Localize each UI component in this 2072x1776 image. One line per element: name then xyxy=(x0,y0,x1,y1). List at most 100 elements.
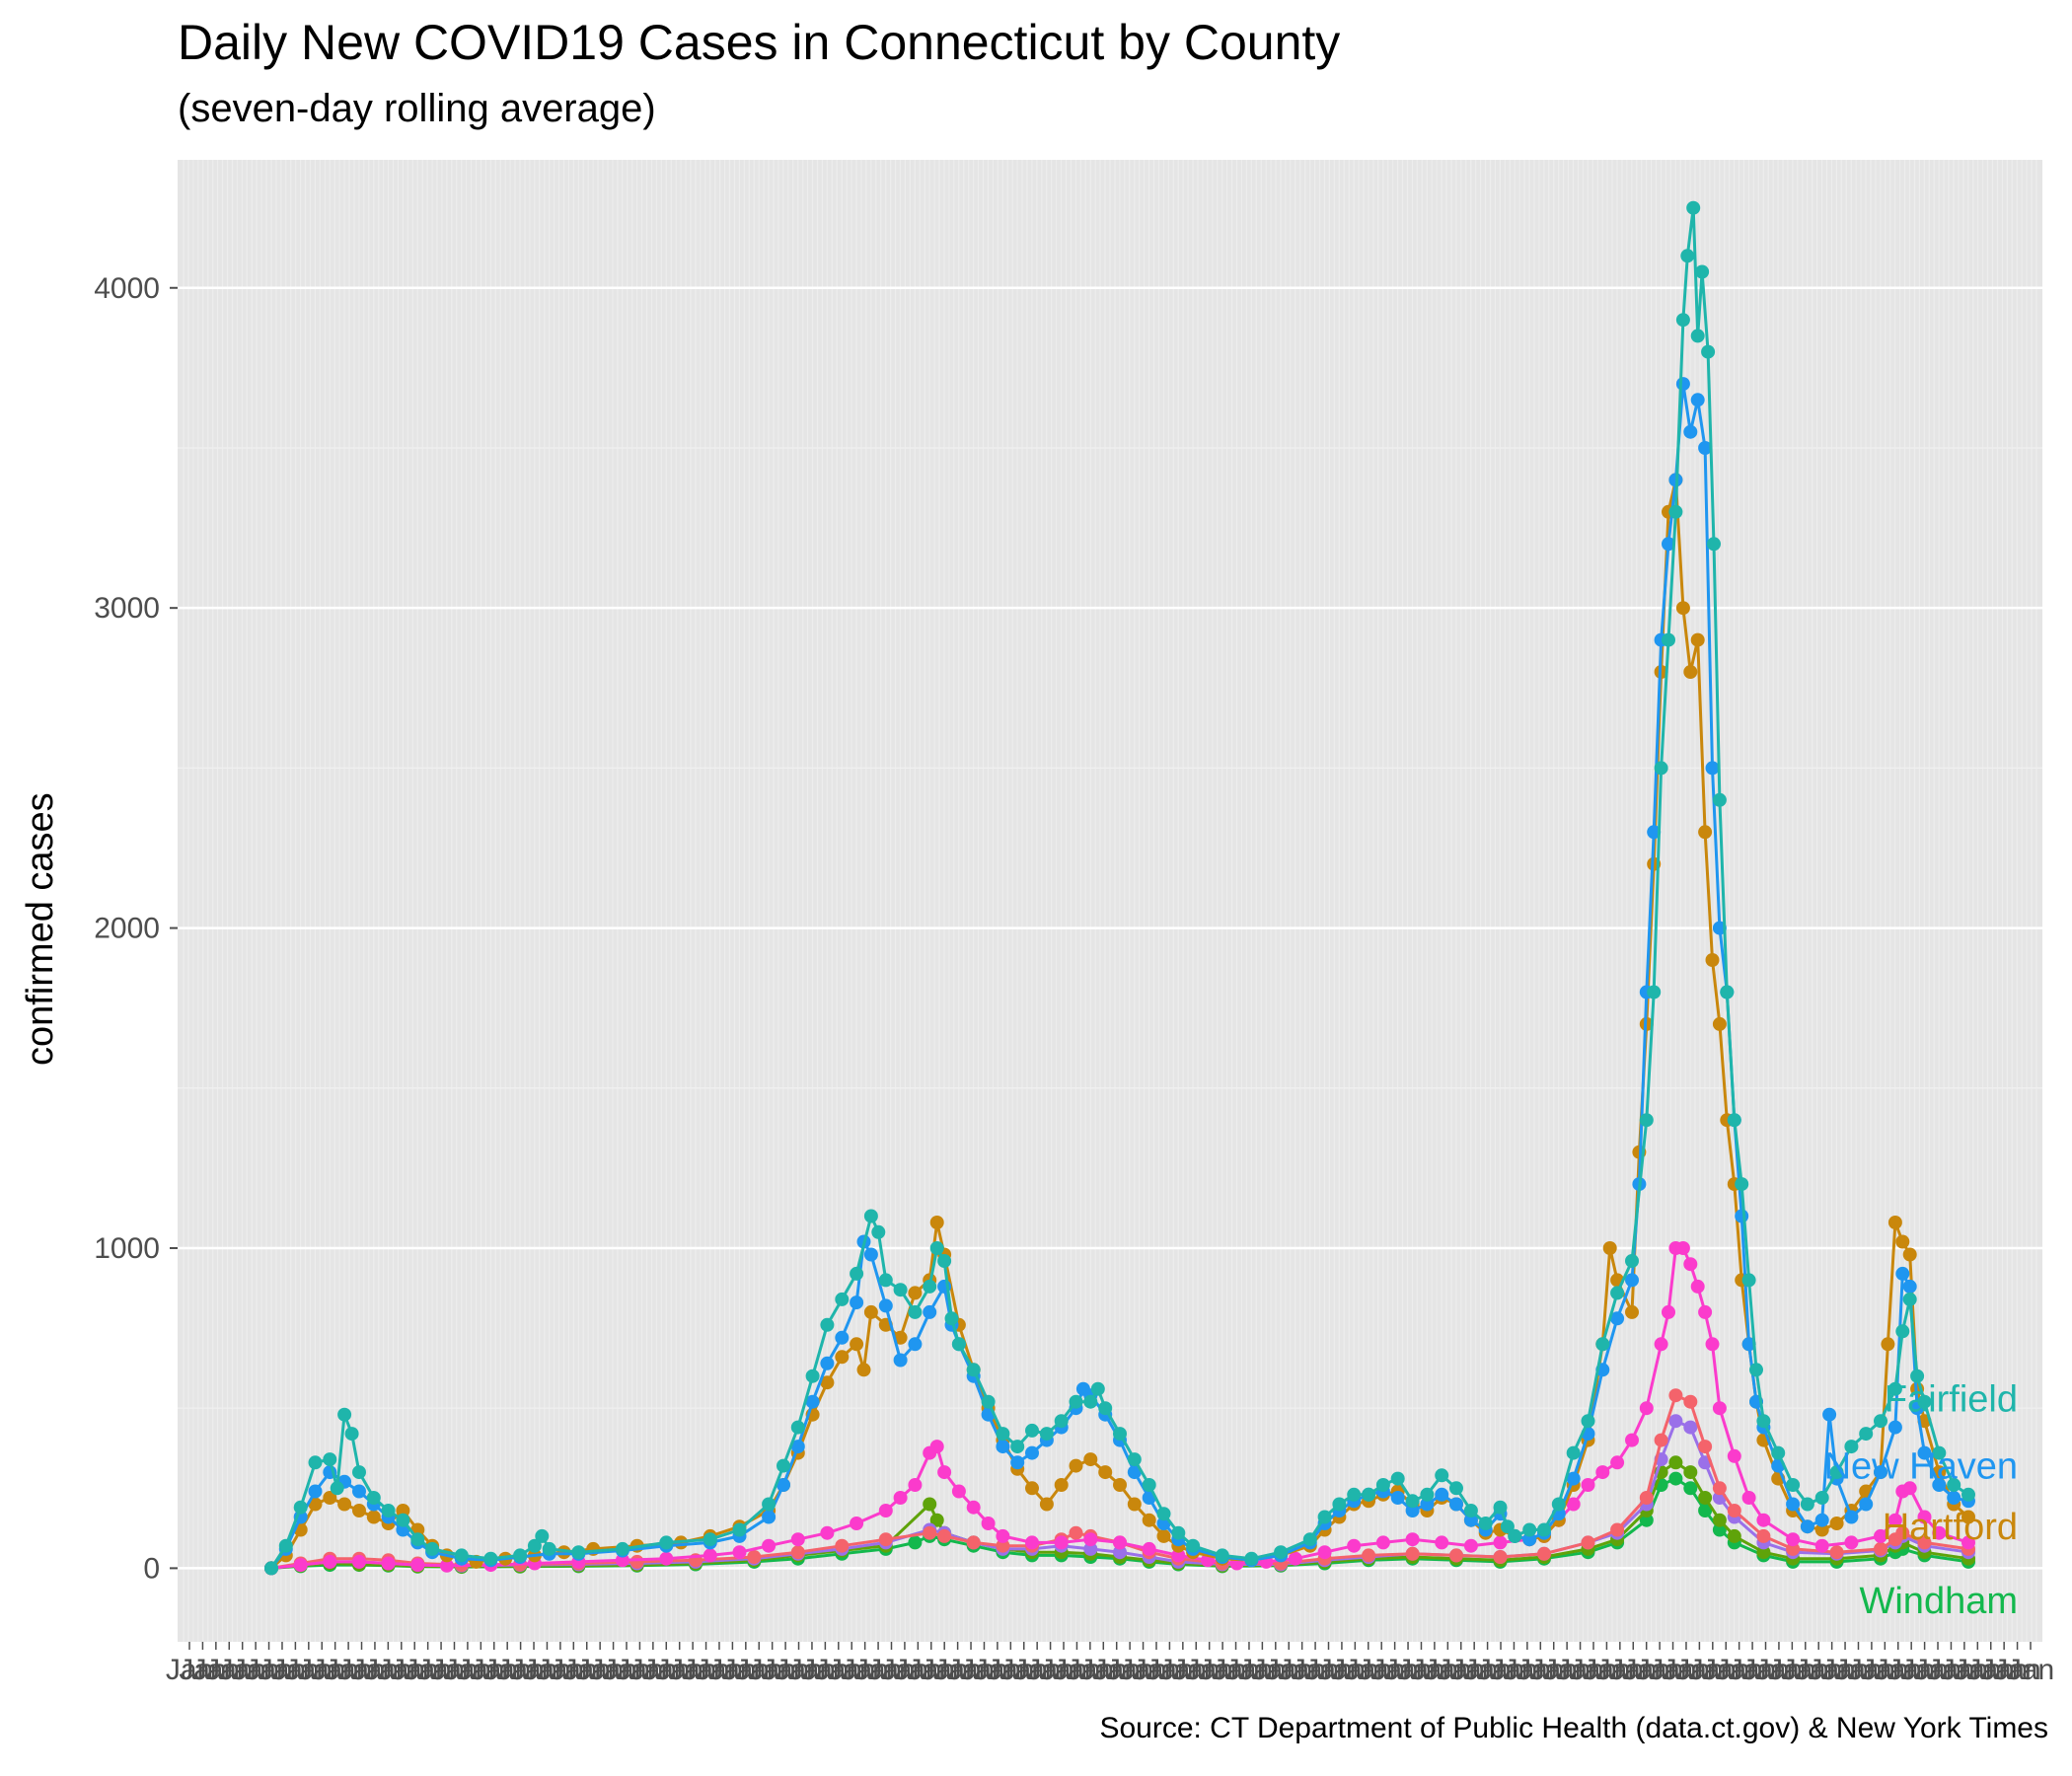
data-point xyxy=(1566,1445,1581,1460)
data-point xyxy=(1420,1497,1435,1512)
x-tick-label: Jan xyxy=(708,1654,756,1686)
data-point xyxy=(850,1337,864,1352)
data-point xyxy=(1895,1266,1910,1281)
x-tick-label: Jan xyxy=(1119,1654,1166,1686)
data-point xyxy=(1814,1491,1829,1505)
data-point xyxy=(1625,1254,1639,1268)
data-point xyxy=(1874,1528,1887,1543)
data-point xyxy=(1390,1471,1405,1486)
data-point xyxy=(1690,1279,1705,1294)
data-point xyxy=(1786,1478,1801,1492)
data-point xyxy=(1727,1113,1741,1128)
data-point xyxy=(1668,1414,1683,1429)
data-point xyxy=(1551,1497,1566,1512)
data-point xyxy=(1610,1286,1625,1300)
data-point xyxy=(1449,1481,1463,1496)
x-tick-label: Jan xyxy=(1463,1654,1511,1686)
chart-title: Daily New COVID19 Cases in Connecticut b… xyxy=(178,15,1341,70)
data-point xyxy=(1720,985,1735,999)
data-point xyxy=(850,1295,864,1310)
data-point xyxy=(820,1317,835,1332)
x-tick-label: Jan xyxy=(457,1654,504,1686)
x-tick-label: Jan xyxy=(841,1654,888,1686)
data-point xyxy=(1625,1304,1639,1319)
data-point xyxy=(1902,1279,1917,1294)
data-point xyxy=(747,1550,762,1564)
data-point xyxy=(659,1551,674,1566)
data-point xyxy=(1895,1525,1910,1540)
x-tick-label: Jan xyxy=(1808,1654,1855,1686)
data-point xyxy=(1932,1445,1947,1460)
x-tick-label: Jan xyxy=(1900,1654,1948,1686)
data-point xyxy=(1881,1337,1895,1352)
x-tick-label: Jan xyxy=(2007,1654,2054,1686)
x-tick-label: Jan xyxy=(1040,1654,1087,1686)
x-tick-label: Jan xyxy=(1543,1654,1591,1686)
data-point xyxy=(1917,1445,1932,1460)
x-tick-label: Jan xyxy=(1504,1654,1551,1686)
data-point xyxy=(1749,1363,1763,1377)
data-point xyxy=(1595,1465,1610,1480)
data-point xyxy=(777,1458,790,1473)
x-tick-label: Jan xyxy=(1689,1654,1737,1686)
data-point xyxy=(1668,1455,1683,1470)
data-point xyxy=(929,1513,944,1527)
y-tick-label: 0 xyxy=(143,1552,160,1585)
data-point xyxy=(1595,1337,1610,1352)
data-point xyxy=(425,1541,440,1556)
data-point xyxy=(1707,537,1721,552)
x-tick-label: Jan xyxy=(1358,1654,1405,1686)
x-tick-label: Jan xyxy=(1225,1654,1273,1686)
data-point xyxy=(908,1286,923,1300)
x-tick-label: Jan xyxy=(1304,1654,1352,1686)
x-tick-label: Jan xyxy=(867,1654,915,1686)
data-point xyxy=(893,1330,908,1345)
x-tick-label: Jan xyxy=(987,1654,1034,1686)
data-point xyxy=(1127,1465,1142,1480)
x-tick-label: Jan xyxy=(483,1654,531,1686)
data-point xyxy=(790,1440,805,1454)
data-point xyxy=(1698,1491,1713,1505)
x-tick-label: Jan xyxy=(1980,1654,2028,1686)
data-point xyxy=(732,1522,747,1537)
data-point xyxy=(1098,1465,1113,1480)
data-point xyxy=(820,1356,835,1370)
data-point xyxy=(1244,1551,1259,1566)
data-point xyxy=(1302,1532,1317,1547)
data-point xyxy=(1675,377,1690,392)
x-tick-label: Jan xyxy=(192,1654,240,1686)
data-point xyxy=(790,1532,805,1547)
data-point xyxy=(1695,264,1710,279)
x-tick-label: Jan xyxy=(1663,1654,1710,1686)
data-point xyxy=(863,1247,878,1262)
data-point xyxy=(996,1440,1010,1454)
data-point xyxy=(1274,1545,1289,1560)
x-tick-label: Jan xyxy=(1941,1654,1988,1686)
x-tick-label: Jan xyxy=(1583,1654,1630,1686)
x-tick-label: Jan xyxy=(1159,1654,1207,1686)
x-tick-label: Jan xyxy=(682,1654,729,1686)
data-point xyxy=(1654,1433,1668,1447)
data-point xyxy=(835,1538,850,1553)
data-point xyxy=(1814,1522,1829,1537)
data-point xyxy=(1741,1491,1756,1505)
x-tick-label: Jan xyxy=(1212,1654,1259,1686)
x-tick-label: Jan xyxy=(563,1654,611,1686)
x-tick-label: Jan xyxy=(589,1654,636,1686)
data-point xyxy=(1566,1471,1581,1486)
data-point xyxy=(1800,1519,1814,1534)
x-tick-label: Jan xyxy=(166,1654,213,1686)
data-point xyxy=(1814,1538,1829,1553)
data-point xyxy=(1961,1510,1975,1524)
data-point xyxy=(1215,1548,1229,1563)
data-point xyxy=(1698,441,1713,455)
data-point xyxy=(1735,1177,1749,1192)
x-tick-label: Jan xyxy=(1292,1654,1339,1686)
x-tick-label: Jan xyxy=(1821,1654,1869,1686)
x-tick-label: Jan xyxy=(908,1654,955,1686)
x-tick-label: Jan xyxy=(1530,1654,1578,1686)
x-tick-label: Jan xyxy=(894,1654,941,1686)
data-point xyxy=(944,1311,959,1326)
data-point xyxy=(1683,1257,1698,1272)
